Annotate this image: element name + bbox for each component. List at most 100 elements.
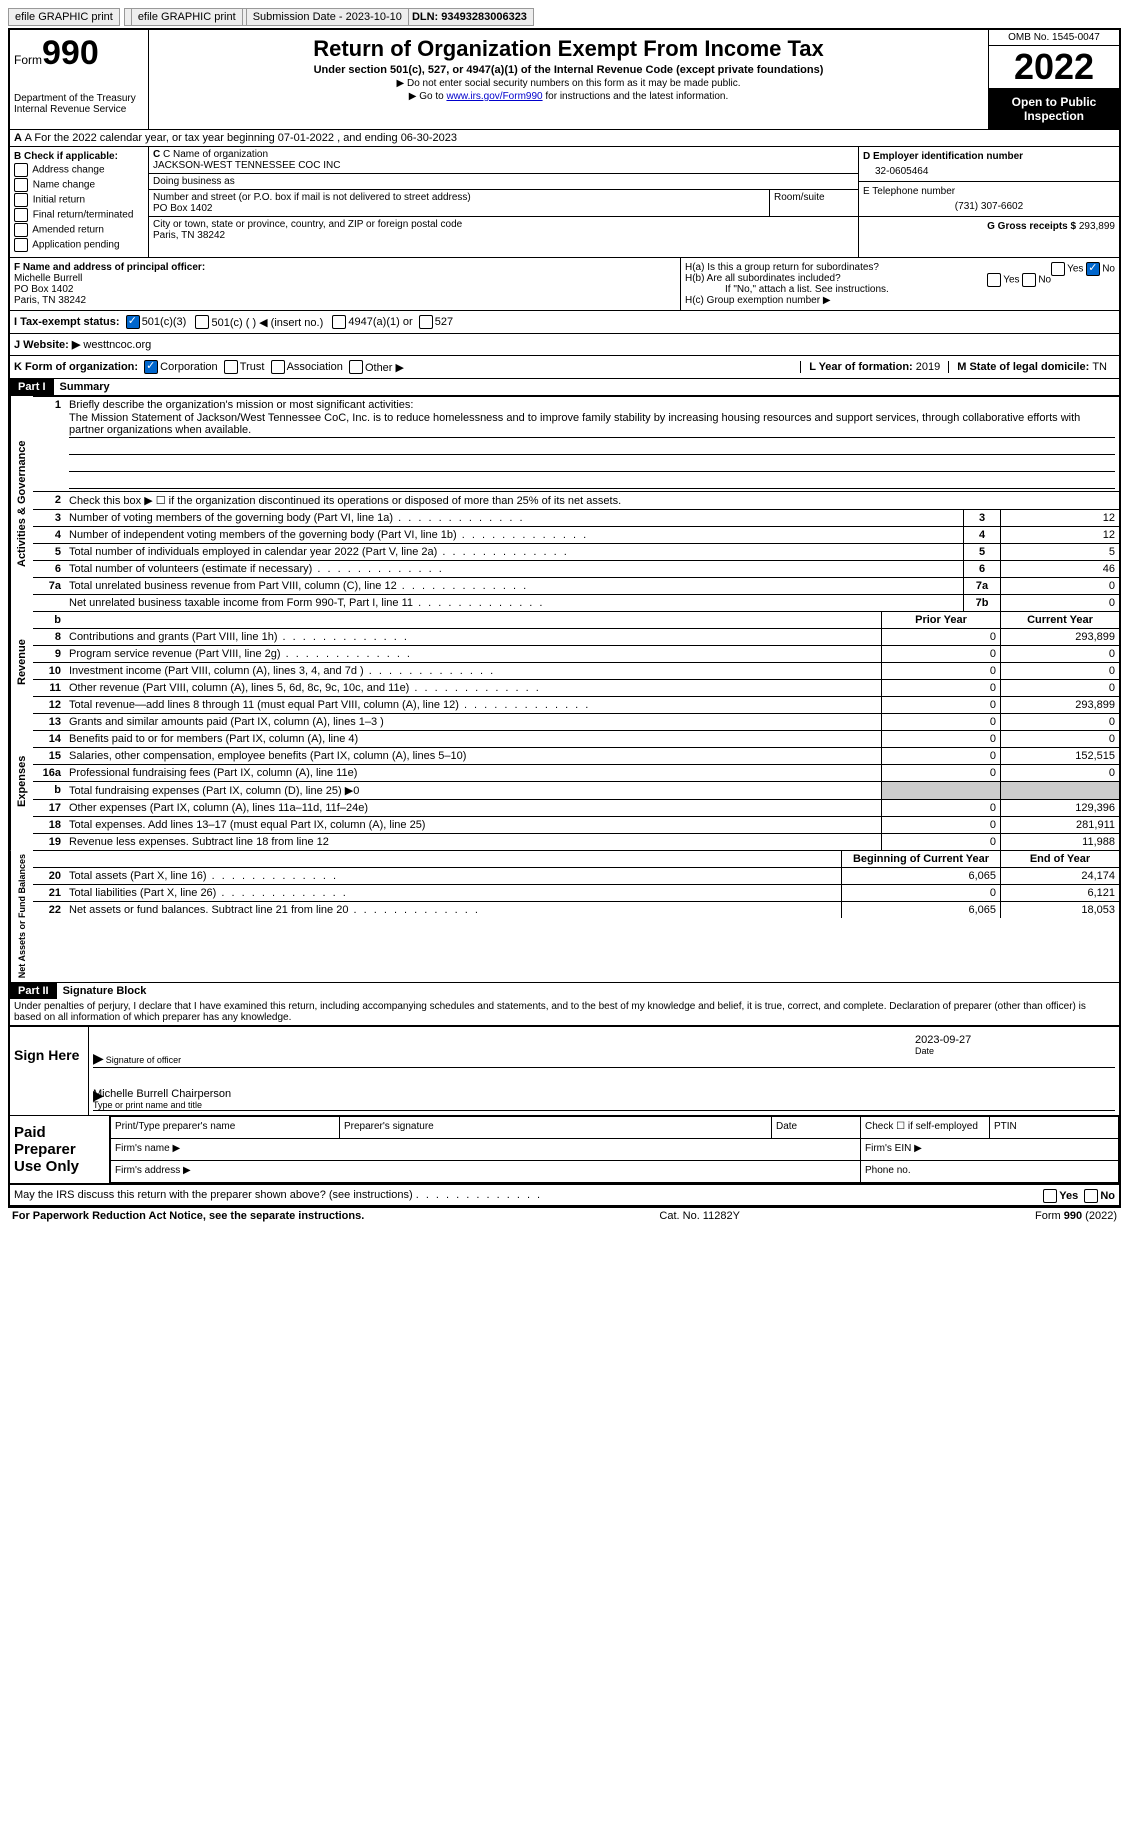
vert-revenue: Revenue	[10, 611, 33, 713]
check-app-pending[interactable]: Application pending	[14, 238, 144, 252]
check-initial-return[interactable]: Initial return	[14, 193, 144, 207]
sig-name-label: Type or print name and title	[93, 1100, 202, 1110]
sig-officer-label: Signature of officer	[93, 1049, 915, 1067]
check-name-change[interactable]: Name change	[14, 178, 144, 192]
check-527[interactable]	[419, 315, 433, 329]
table-row: 17Other expenses (Part IX, column (A), l…	[33, 800, 1119, 817]
section-f: F Name and address of principal officer:…	[10, 258, 681, 310]
check-other[interactable]	[349, 360, 363, 374]
form-ref: Form 990 (2022)	[1035, 1210, 1117, 1222]
public-inspection: Open to Public Inspection	[989, 89, 1119, 129]
check-trust[interactable]	[224, 360, 238, 374]
dept-irs: Internal Revenue Service	[14, 104, 144, 115]
table-row: 8Contributions and grants (Part VIII, li…	[33, 629, 1119, 646]
part1-header: Part I Summary	[10, 378, 1119, 395]
form-title: Return of Organization Exempt From Incom…	[155, 36, 982, 62]
firm-name-label: Firm's name ▶	[110, 1139, 860, 1161]
efile-print-button[interactable]: efile GRAPHIC print	[131, 8, 243, 26]
room-suite-label: Room/suite	[770, 190, 858, 216]
submission-date-label: Submission Date - 2023-10-10	[246, 8, 409, 26]
prep-sig-label: Preparer's signature	[339, 1117, 771, 1139]
city-label: City or town, state or province, country…	[153, 219, 854, 230]
footer: For Paperwork Reduction Act Notice, see …	[8, 1207, 1121, 1224]
check-amended[interactable]: Amended return	[14, 223, 144, 237]
officer-city: Paris, TN 38242	[14, 295, 676, 306]
perjury-declaration: Under penalties of perjury, I declare th…	[10, 999, 1119, 1025]
section-c: C C Name of organization JACKSON-WEST TE…	[149, 147, 858, 257]
firm-phone-label: Phone no.	[861, 1161, 1119, 1183]
top-bar: efile GRAPHIC print efile GRAPHIC print …	[8, 8, 1121, 26]
org-name-label: C C Name of organization	[153, 149, 854, 160]
ein-value: 32-0605464	[863, 162, 1115, 177]
form-subtitle: Under section 501(c), 527, or 4947(a)(1)…	[155, 64, 982, 76]
cat-no: Cat. No. 11282Y	[659, 1210, 740, 1222]
expenses-section: Expenses 13Grants and similar amounts pa…	[10, 713, 1119, 850]
irs-link[interactable]: www.irs.gov/Form990	[446, 91, 542, 102]
sign-here-label: Sign Here	[10, 1027, 89, 1115]
table-row: 10Investment income (Part VIII, column (…	[33, 663, 1119, 680]
check-4947[interactable]	[332, 315, 346, 329]
section-h: H(a) Is this a group return for subordin…	[681, 258, 1119, 310]
officer-group-section: F Name and address of principal officer:…	[10, 257, 1119, 310]
efile-button[interactable]: efile GRAPHIC print	[8, 8, 120, 26]
table-row: 22Net assets or fund balances. Subtract …	[33, 902, 1119, 919]
row-k: K Form of organization: Corporation Trus…	[10, 356, 1119, 378]
dba-label: Doing business as	[153, 176, 854, 187]
table-row: 5Total number of individuals employed in…	[33, 544, 1119, 561]
street-value: PO Box 1402	[153, 203, 765, 214]
table-row: 7aTotal unrelated business revenue from …	[33, 578, 1119, 595]
street-label: Number and street (or P.O. box if mail i…	[153, 192, 765, 203]
check-corp[interactable]	[144, 360, 158, 374]
sig-name-value: Michelle Burrell Chairperson	[93, 1088, 1115, 1100]
table-row: 6Total number of volunteers (estimate if…	[33, 561, 1119, 578]
ssn-note: ▶ Do not enter social security numbers o…	[155, 78, 982, 89]
table-row: 21Total liabilities (Part X, line 26)06,…	[33, 885, 1119, 902]
url-note: ▶ Go to www.irs.gov/Form990 for instruct…	[155, 91, 982, 102]
form-header: Form990 Department of the Treasury Inter…	[10, 30, 1119, 130]
city-value: Paris, TN 38242	[153, 230, 854, 241]
table-row: 19Revenue less expenses. Subtract line 1…	[33, 834, 1119, 851]
check-assoc[interactable]	[271, 360, 285, 374]
firm-ein-label: Firm's EIN ▶	[861, 1139, 1119, 1161]
h-c: H(c) Group exemption number ▶	[685, 295, 1115, 306]
ein-label: D Employer identification number	[863, 151, 1023, 162]
vert-governance: Activities & Governance	[10, 396, 33, 611]
vert-netassets: Net Assets or Fund Balances	[10, 850, 33, 982]
prep-name-label: Print/Type preparer's name	[110, 1117, 339, 1139]
firm-addr-label: Firm's address ▶	[110, 1161, 860, 1183]
gross-receipts: G Gross receipts $ 293,899	[859, 217, 1119, 236]
check-final-return[interactable]: Final return/terminated	[14, 208, 144, 222]
check-address-change[interactable]: Address change	[14, 163, 144, 177]
phone-value: (731) 307-6602	[863, 197, 1115, 212]
prep-check-label: Check ☐ if self-employed	[861, 1117, 990, 1139]
table-row: Net unrelated business taxable income fr…	[33, 595, 1119, 612]
phone-label: E Telephone number	[863, 186, 1115, 197]
table-row: bTotal fundraising expenses (Part IX, co…	[33, 782, 1119, 800]
officer-street: PO Box 1402	[14, 284, 676, 295]
table-row: 11Other revenue (Part VIII, column (A), …	[33, 680, 1119, 697]
line2: Check this box ▶ ☐ if the organization d…	[65, 492, 1119, 510]
section-b: B Check if applicable: Address change Na…	[10, 147, 149, 257]
table-row: 3Number of voting members of the governi…	[33, 510, 1119, 527]
pra-notice: For Paperwork Reduction Act Notice, see …	[12, 1210, 364, 1222]
form-number: Form990	[14, 34, 144, 73]
discuss-row: May the IRS discuss this return with the…	[10, 1185, 1119, 1205]
table-row: 20Total assets (Part X, line 16)6,06524,…	[33, 868, 1119, 885]
omb-number: OMB No. 1545-0047	[989, 30, 1119, 46]
paid-preparer-block: Paid Preparer Use Only Print/Type prepar…	[10, 1116, 1119, 1185]
tax-year: 2022	[989, 46, 1119, 89]
prep-ptin-label: PTIN	[990, 1117, 1119, 1139]
table-row: 14Benefits paid to or for members (Part …	[33, 731, 1119, 748]
row-a-tax-year: A A For the 2022 calendar year, or tax y…	[10, 130, 1119, 147]
revenue-section: Revenue b Prior Year Current Year 8Contr…	[10, 611, 1119, 713]
check-501c[interactable]	[195, 315, 209, 329]
table-row: 4Number of independent voting members of…	[33, 527, 1119, 544]
sig-date-value: 2023-09-27	[915, 1034, 1115, 1046]
sign-here-block: Sign Here Signature of officer 2023-09-2…	[10, 1025, 1119, 1116]
table-row: 9Program service revenue (Part VIII, lin…	[33, 646, 1119, 663]
website-value: westtncoc.org	[83, 339, 151, 351]
org-name: JACKSON-WEST TENNESSEE COC INC	[153, 160, 854, 171]
form-container: Form990 Department of the Treasury Inter…	[8, 28, 1121, 1207]
identity-section: B Check if applicable: Address change Na…	[10, 147, 1119, 257]
check-501c3[interactable]	[126, 315, 140, 329]
